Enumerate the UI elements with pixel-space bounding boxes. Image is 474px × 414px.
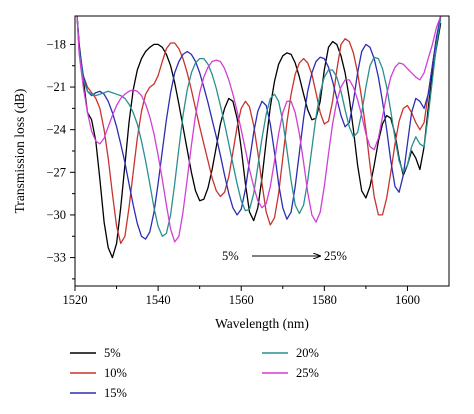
- series-line-5pct: [76, 16, 442, 259]
- y-tick-label: −27: [46, 165, 66, 179]
- series-line-15pct: [76, 16, 442, 240]
- annotation-end-label: 25%: [324, 249, 347, 263]
- x-tick-label: 1600: [395, 293, 420, 307]
- y-tick-label: −18: [46, 37, 66, 51]
- x-axis-title: Wavelength (nm): [215, 316, 309, 331]
- x-tick-label: 1540: [146, 293, 171, 307]
- plot-frame: [74, 15, 450, 287]
- legend-label: 25%: [296, 366, 319, 380]
- legend-label: 20%: [296, 346, 319, 360]
- annotation-start-label: 5%: [222, 249, 239, 263]
- series-line-10pct: [76, 16, 442, 245]
- y-tick-label: −33: [46, 251, 66, 265]
- legend-label: 10%: [104, 366, 127, 380]
- y-tick-label: −30: [46, 208, 66, 222]
- ticks-layer: 1520 1540 1560 1580 1600 −18 −21 −24 −27 −30 −33: [46, 37, 420, 307]
- annotation-layer: 5% 25%: [222, 249, 347, 263]
- legend-label: 15%: [104, 386, 127, 400]
- legend: 5% 10% 15% 20% 25%: [70, 346, 319, 400]
- y-axis-title: Transmission loss (dB): [12, 89, 27, 214]
- series-layer: [76, 16, 442, 259]
- x-tick-label: 1520: [63, 293, 88, 307]
- x-tick-label: 1580: [312, 293, 337, 307]
- y-tick-label: −24: [46, 123, 66, 137]
- y-tick-label: −21: [46, 80, 66, 94]
- x-tick-label: 1560: [229, 293, 254, 307]
- legend-label: 5%: [104, 346, 121, 360]
- series-line-20pct: [76, 16, 442, 237]
- series-line-25pct: [76, 16, 442, 243]
